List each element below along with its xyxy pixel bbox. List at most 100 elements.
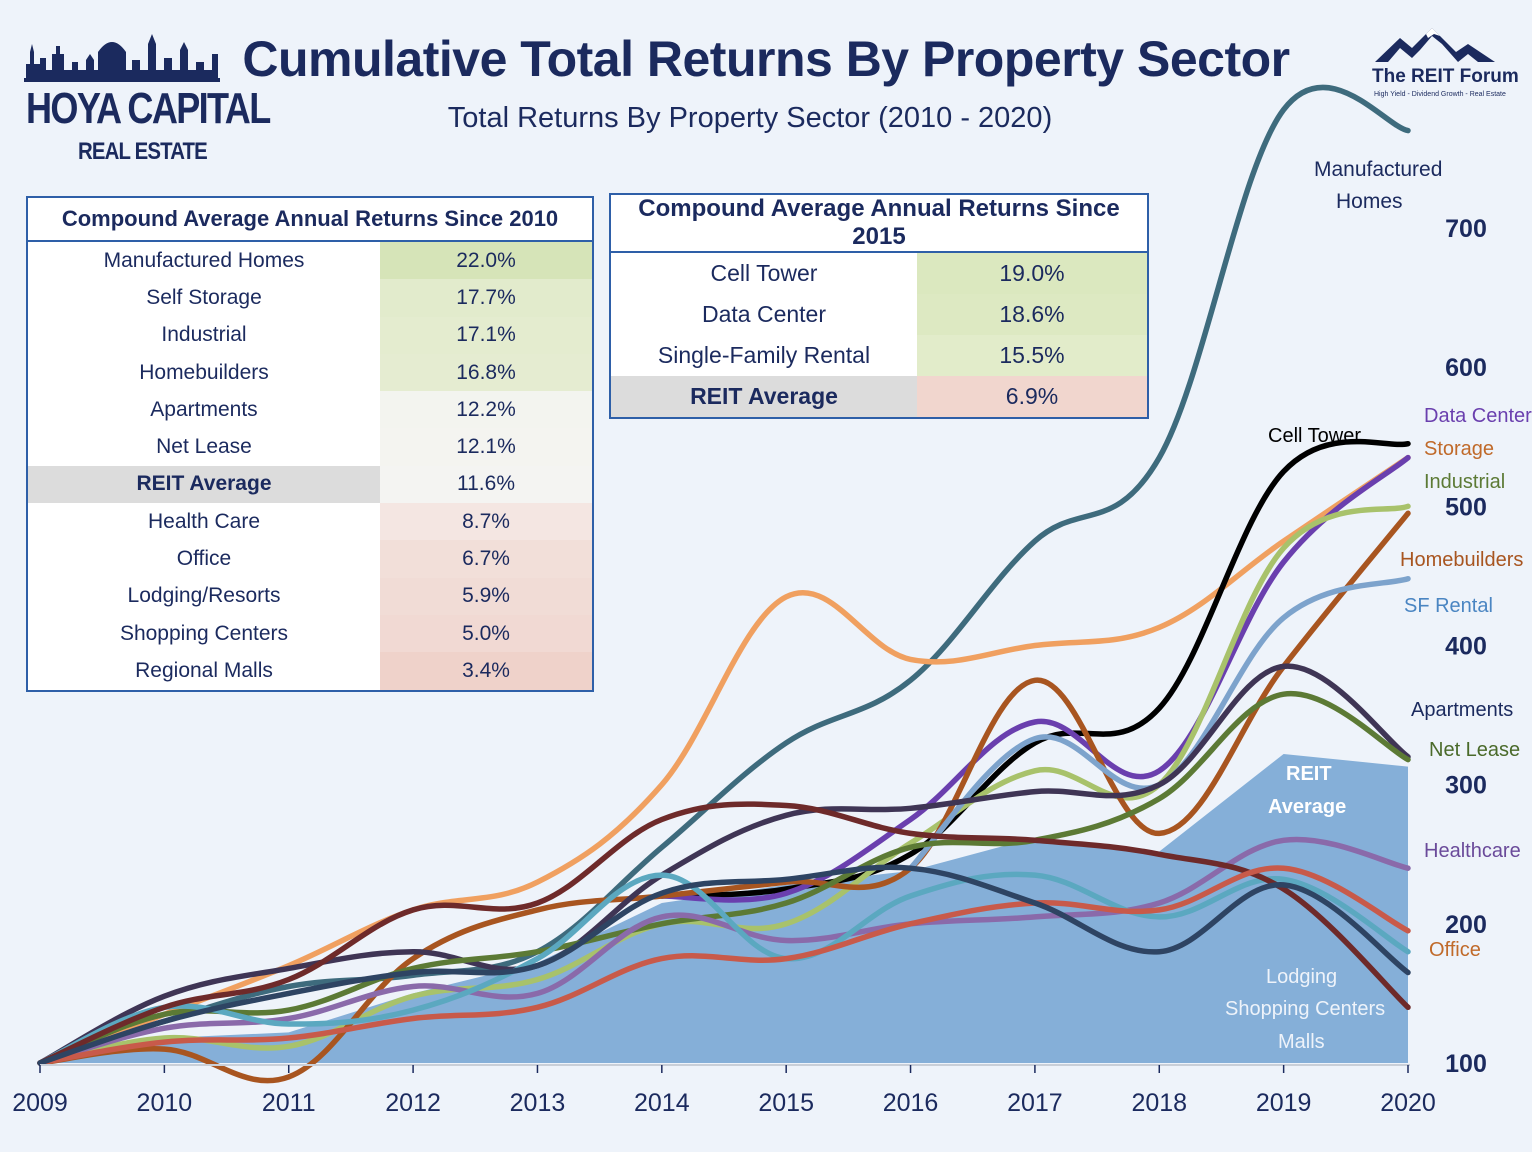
label-healthcare: Healthcare xyxy=(1424,840,1521,862)
cagr-2015-sector-label: REIT Average xyxy=(610,376,917,418)
cagr-2015-row: Data Center 18.6% xyxy=(610,294,1148,335)
y-tick-label: 300 xyxy=(1445,772,1487,800)
x-tick-label: 2012 xyxy=(385,1089,441,1117)
x-tick-label: 2018 xyxy=(1131,1089,1187,1117)
cagr-2010-sector-label: Lodging/Resorts xyxy=(127,584,281,608)
cagr-2010-row: Homebuilders 16.8% xyxy=(27,353,593,392)
cagr-table-2010-title: Compound Average Annual Returns Since 20… xyxy=(27,197,593,242)
cagr-2010-sector-label: REIT Average xyxy=(27,465,380,504)
cagr-2015-row: Single-Family Rental 15.5% xyxy=(610,335,1148,376)
series-lines-layer xyxy=(37,84,1411,1084)
label-office: Office xyxy=(1429,939,1481,961)
series-line-shopping-centers xyxy=(37,865,1411,1066)
cagr-2010-return-value: 8.7% xyxy=(380,503,593,541)
cagr-2010-row: Industrial 17.1% xyxy=(27,316,593,354)
x-tick-label: 2010 xyxy=(137,1089,193,1117)
cagr-table-2015-title: Compound Average Annual Returns Since 20… xyxy=(610,194,1148,253)
x-tick-label: 2011 xyxy=(262,1089,316,1117)
label-industrial: Industrial xyxy=(1424,471,1506,493)
cagr-2010-row: Self Storage 17.7% xyxy=(27,279,593,317)
label-manufactured-homes-1: Manufactured xyxy=(1314,158,1443,181)
cagr-2010-sector-label: Homebuilders xyxy=(139,360,269,384)
y-tick-label: 400 xyxy=(1445,633,1487,661)
cagr-2015-row: REIT Average 6.9% xyxy=(610,376,1148,418)
cagr-2010-sector-label: Shopping Centers xyxy=(119,621,289,645)
x-tick-label: 2013 xyxy=(510,1089,566,1117)
cagr-table-since-2015: Compound Average Annual Returns Since 20… xyxy=(609,193,1149,419)
cagr-2015-sector-label: Data Center xyxy=(701,301,826,327)
cagr-2010-row: Net Lease 12.1% xyxy=(27,428,593,466)
cagr-2015-return-value: 15.5% xyxy=(917,335,1148,376)
x-tick-label: 2015 xyxy=(758,1089,814,1117)
cagr-2015-row: Cell Tower 19.0% xyxy=(610,252,1148,294)
series-line-homebuilders xyxy=(37,510,1411,1084)
cagr-2010-sector-label: Health Care xyxy=(147,509,261,533)
label-net-lease: Net Lease xyxy=(1429,739,1521,761)
y-tick-label: 500 xyxy=(1445,493,1487,521)
x-tick-label: 2016 xyxy=(883,1089,939,1117)
series-line-net-lease xyxy=(37,690,1411,1066)
y-tick-label: 100 xyxy=(1445,1050,1487,1078)
cagr-2010-sector-label: Industrial xyxy=(161,323,247,347)
label-manufactured-homes-2: Homes xyxy=(1336,190,1403,213)
cagr-2010-row: Shopping Centers 5.0% xyxy=(27,614,593,653)
y-tick-label: 600 xyxy=(1445,354,1487,382)
cagr-table-since-2010: Compound Average Annual Returns Since 20… xyxy=(26,196,594,692)
label-shopping-centers: Shopping Centers xyxy=(1225,998,1386,1020)
area-reit-average xyxy=(40,754,1408,1063)
cagr-2010-return-value: 16.8% xyxy=(380,353,593,392)
cagr-2010-row: Office 6.7% xyxy=(27,540,593,578)
x-tick-label: 2009 xyxy=(12,1089,68,1117)
cagr-2015-return-value: 18.6% xyxy=(917,294,1148,335)
cagr-2015-sector-label: Single-Family Rental xyxy=(657,342,871,368)
x-tick-label: 2017 xyxy=(1007,1089,1063,1117)
label-storage: Storage xyxy=(1424,438,1495,460)
cagr-2010-return-value: 11.6% xyxy=(380,465,593,504)
cagr-2010-return-value: 17.7% xyxy=(380,279,593,317)
logo-left-text: HOYA CAPITAL xyxy=(26,84,271,133)
cagr-2010-sector-label: Manufactured Homes xyxy=(103,248,305,272)
cagr-2010-row: Manufactured Homes 22.0% xyxy=(27,241,593,280)
cagr-2010-sector-label: Office xyxy=(176,547,232,571)
label-malls: Malls xyxy=(1278,1031,1325,1053)
chart-subtitle: Total Returns By Property Sector (2010 -… xyxy=(447,102,1053,134)
label-lodging: Lodging xyxy=(1266,966,1338,988)
y-tick-label: 700 xyxy=(1445,215,1487,243)
series-line-lodging xyxy=(37,801,1411,1066)
series-line-data-center xyxy=(659,454,1411,903)
cagr-2010-return-value: 22.0% xyxy=(380,241,593,280)
cagr-2010-row: Lodging/Resorts 5.9% xyxy=(27,577,593,615)
cagr-2010-row: Health Care 8.7% xyxy=(27,503,593,541)
series-line-manufactured-homes xyxy=(37,84,1411,1066)
chart-title: Cumulative Total Returns By Property Sec… xyxy=(242,31,1290,87)
cagr-2010-sector-label: Self Storage xyxy=(146,285,262,309)
series-line-healthcare xyxy=(37,836,1411,1066)
label-homebuilders: Homebuilders xyxy=(1400,549,1524,571)
cagr-2010-return-value: 6.7% xyxy=(380,540,593,578)
cagr-2010-return-value: 5.9% xyxy=(380,577,593,615)
cagr-2010-row: REIT Average 11.6% xyxy=(27,465,593,504)
cagr-2010-return-value: 17.1% xyxy=(380,316,593,354)
cagr-2010-sector-label: Apartments xyxy=(150,397,258,421)
label-sf-rental: SF Rental xyxy=(1404,595,1493,617)
cagr-2010-return-value: 3.4% xyxy=(380,652,593,691)
series-line-industrial xyxy=(37,503,1411,1066)
cagr-2015-return-value: 19.0% xyxy=(917,252,1148,294)
x-tick-label: 2019 xyxy=(1256,1089,1312,1117)
cagr-2015-sector-label: Cell Tower xyxy=(710,260,818,286)
cagr-2010-return-value: 12.2% xyxy=(380,391,593,429)
series-line-malls xyxy=(37,864,1411,1066)
label-reit-average-2: Average xyxy=(1268,796,1347,818)
cagr-2010-sector-label: Regional Malls xyxy=(135,658,273,682)
reit-average-area-layer xyxy=(40,754,1408,1063)
cagr-2010-return-value: 5.0% xyxy=(380,614,593,653)
label-apartments: Apartments xyxy=(1411,699,1514,721)
series-line-office xyxy=(37,871,1411,1066)
logo-right-text: The REIT Forum xyxy=(1372,66,1519,87)
hoya-capital-skyline-logo xyxy=(24,34,220,82)
y-tick-label: 200 xyxy=(1445,911,1487,939)
cagr-2010-sector-label: Net Lease xyxy=(156,435,252,459)
series-line-apartments xyxy=(37,663,1411,1066)
